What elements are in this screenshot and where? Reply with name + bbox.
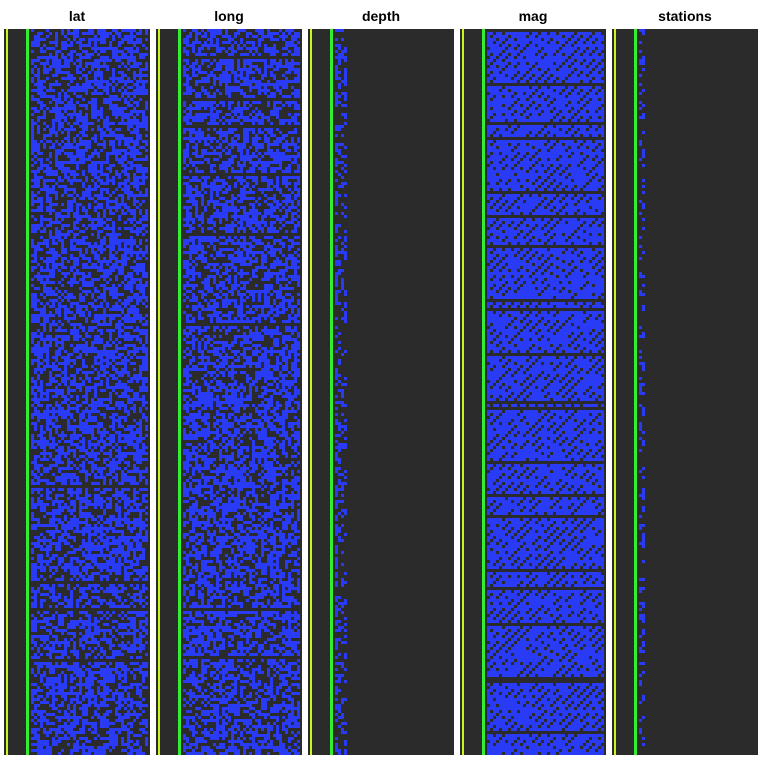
panel-depth-bitmap <box>308 29 454 755</box>
sign-bit-column-1 <box>178 29 181 755</box>
sign-bit-column-0 <box>614 29 616 755</box>
sign-bit-column-0 <box>310 29 312 755</box>
panel-title-mag: mag <box>518 8 548 24</box>
panel-long-bitmap <box>156 29 302 755</box>
bit-cells <box>639 29 645 746</box>
sign-bit-column-0 <box>158 29 160 755</box>
panel-long <box>156 29 302 755</box>
sign-bit-column-1 <box>482 29 485 755</box>
panel-mag <box>460 29 606 755</box>
panel-title-lat: lat <box>68 8 86 24</box>
sign-bit-column-1 <box>634 29 637 755</box>
sign-bit-column-1 <box>26 29 29 755</box>
panel-lat <box>4 29 150 755</box>
panel-mag-bitmap <box>460 29 606 755</box>
panel-title-stations: stations <box>658 8 712 24</box>
panel-background <box>612 29 758 755</box>
panel-title-long: long <box>214 8 244 24</box>
panel-stations-bitmap <box>612 29 758 755</box>
panel-depth <box>308 29 454 755</box>
bit-cells <box>183 29 300 755</box>
sign-bit-column-0 <box>6 29 8 755</box>
bit-cells <box>487 32 604 755</box>
sign-bit-column-0 <box>462 29 464 755</box>
panel-lat-bitmap <box>4 29 150 755</box>
panel-stations <box>612 29 758 755</box>
panel-background <box>308 29 454 755</box>
sign-bit-column-1 <box>330 29 333 755</box>
panel-title-depth: depth <box>361 8 401 24</box>
bit-cells <box>31 29 148 755</box>
bit-cells <box>335 29 347 755</box>
